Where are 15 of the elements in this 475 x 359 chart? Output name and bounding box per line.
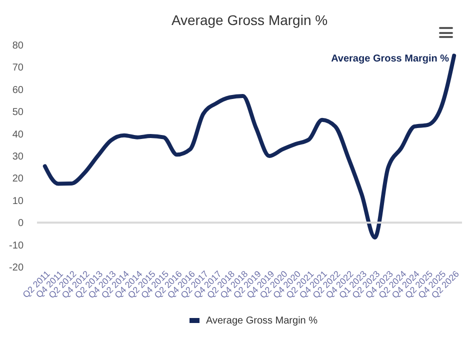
y-tick-label: 50 [12,107,24,118]
chart-title: Average Gross Margin % [171,12,328,28]
y-tick-label: 30 [12,152,24,162]
y-tick-label: 20 [12,174,24,185]
line-series [42,54,456,240]
y-tick-label: -10 [9,240,24,252]
y-tick-label: 40 [12,129,24,140]
legend-label: Average Gross Margin % [206,316,318,326]
y-tick-label: 10 [12,196,24,207]
annotation: Average Gross Margin % [331,54,450,65]
y-tick-label: 0 [18,218,24,230]
y-tick-label: 80 [12,40,24,52]
y-tick-label: 70 [12,62,24,74]
y-tick-label: 60 [12,84,24,96]
y-tick-label: -20 [9,262,24,274]
